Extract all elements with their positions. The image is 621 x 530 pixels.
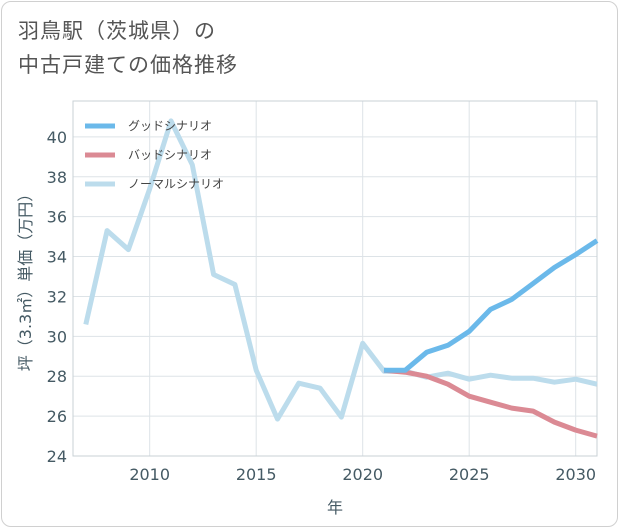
y-tick-label: 30: [47, 327, 67, 346]
page-title: 羽鳥駅（茨城県）の 中古戸建ての価格推移: [18, 14, 238, 82]
series-line-2: [83, 118, 598, 422]
x-tick-label: 2030: [555, 465, 596, 484]
series-line-1: [383, 367, 598, 439]
y-tick-label: 36: [47, 208, 67, 227]
y-tick-label: 28: [47, 367, 67, 386]
plot-border: [72, 100, 598, 457]
y-tick-label: 34: [47, 248, 67, 267]
title-line-1: 羽鳥駅（茨城県）の: [18, 19, 216, 43]
x-tick-label: 2015: [236, 465, 277, 484]
legend-label-0: グッドシナリオ: [128, 119, 212, 133]
x-axis-ticks: 2010 2015 2020 2025 2030: [129, 465, 596, 484]
legend-label-2: ノーマルシナリオ: [128, 177, 224, 191]
x-tick-label: 2010: [129, 465, 170, 484]
y-tick-label: 32: [47, 287, 67, 306]
y-tick-label: 24: [47, 447, 67, 466]
y-tick-label: 26: [47, 407, 67, 426]
series-lines: [83, 118, 599, 439]
y-tick-label: 40: [47, 128, 67, 147]
y-axis-ticks: 24 26 28 30 32 34 36 38 40: [47, 128, 67, 466]
x-tick-label: 2025: [449, 465, 490, 484]
series-line-0: [384, 238, 599, 373]
y-tick-label: 38: [47, 168, 67, 187]
title-line-2: 中古戸建ての価格推移: [18, 53, 238, 77]
x-axis-title: 年: [327, 498, 343, 517]
x-tick-label: 2020: [342, 465, 383, 484]
legend-label-1: バッドシナリオ: [128, 148, 212, 162]
y-axis-title: 坪（3.3㎡）単価（万円）: [16, 186, 35, 371]
